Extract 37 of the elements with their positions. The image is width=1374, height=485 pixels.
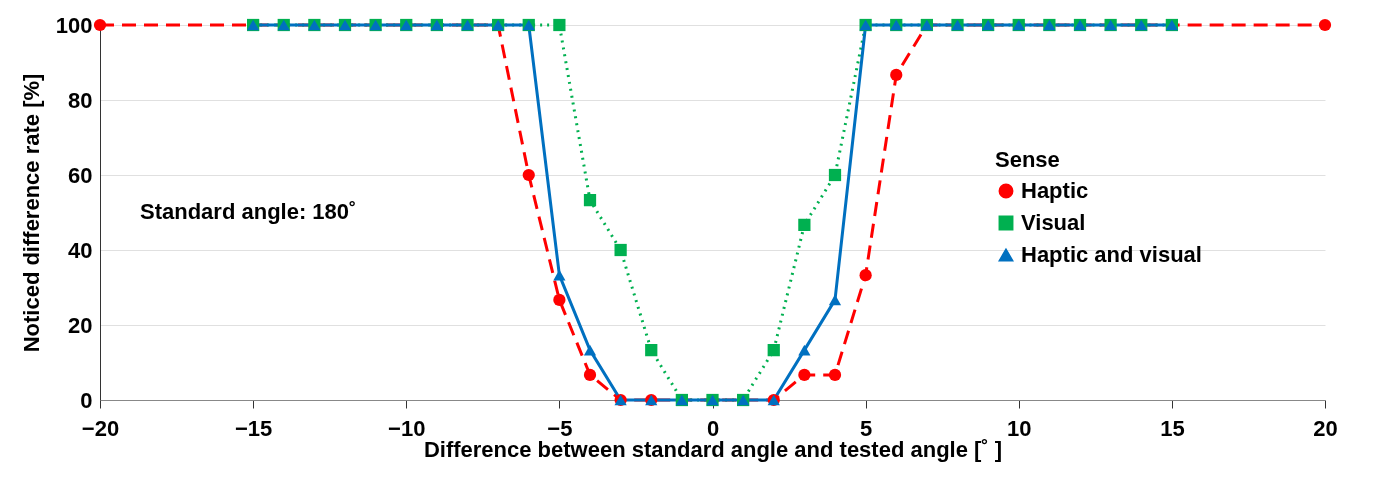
x-tick-label: 10	[1007, 415, 1032, 441]
legend-title: Sense	[995, 147, 1060, 172]
x-tick-label: 15	[1160, 415, 1185, 441]
point	[583, 344, 597, 356]
point	[859, 269, 872, 282]
legend-label: Haptic and visual	[1021, 242, 1202, 267]
point	[828, 168, 842, 182]
x-tick-label: 20	[1313, 415, 1338, 441]
x-tick-label: −20	[81, 415, 120, 441]
point	[645, 344, 658, 357]
y-tick-label: 80	[68, 87, 93, 113]
x-tick-label: −15	[234, 415, 273, 441]
legend-label: Visual	[1021, 210, 1086, 235]
x-tick-label: −10	[388, 415, 426, 441]
point	[890, 68, 903, 81]
point	[553, 293, 566, 306]
point	[553, 18, 566, 32]
point	[1318, 18, 1332, 32]
y-tick-label: 0	[80, 387, 93, 413]
point	[614, 243, 627, 257]
point	[798, 344, 811, 356]
point	[767, 344, 780, 357]
y-tick-label: 40	[68, 237, 93, 263]
point	[583, 194, 597, 207]
annotation: Standard angle: 180˚	[140, 199, 357, 224]
y-tick-label: 60	[68, 162, 93, 188]
point	[798, 368, 811, 381]
point	[93, 18, 107, 32]
point	[828, 368, 842, 381]
point	[828, 294, 842, 306]
point	[522, 168, 535, 182]
legend-label: Haptic	[1021, 178, 1089, 203]
y-tick-label: 100	[55, 12, 93, 38]
y-tick-label: 20	[68, 312, 93, 338]
point	[798, 218, 811, 231]
y-axis-title: Noticed difference rate [%]	[18, 73, 44, 353]
point	[583, 368, 597, 381]
